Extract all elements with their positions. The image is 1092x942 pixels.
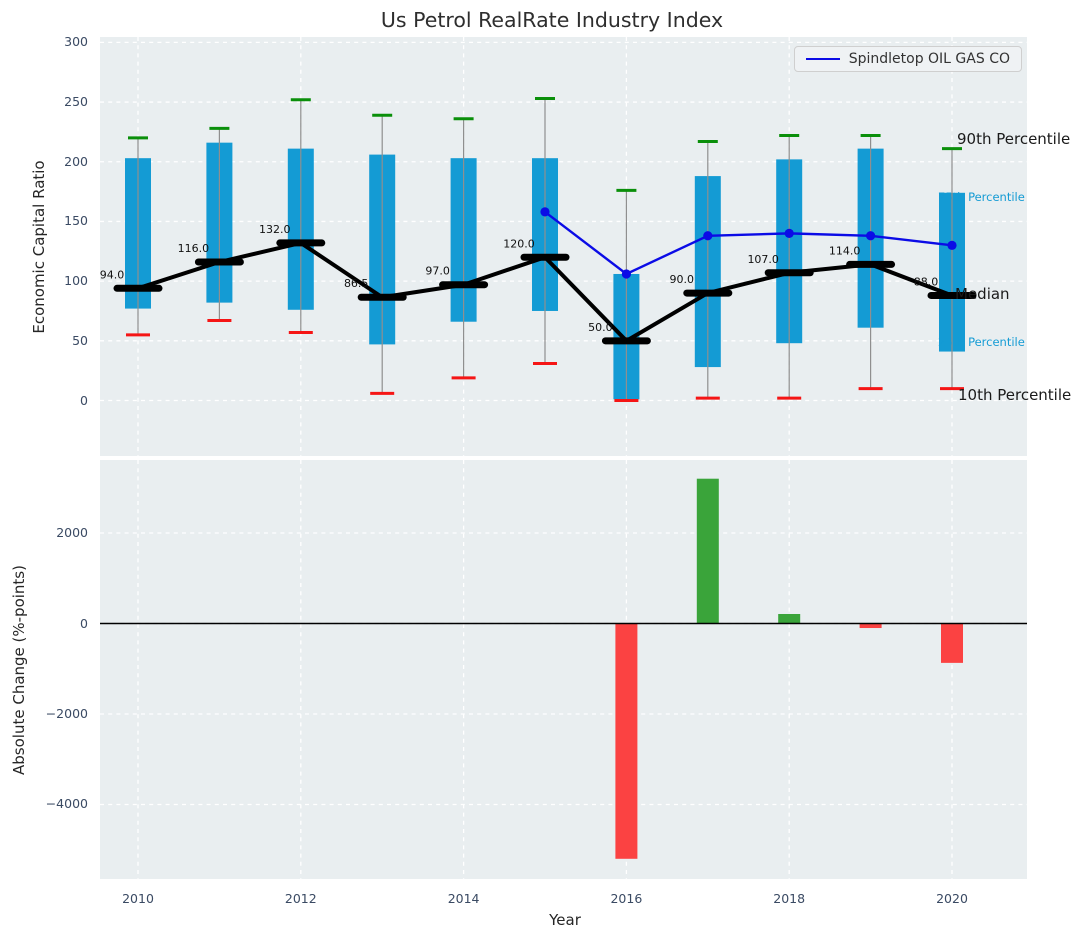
x-axis-label: Year [549,911,581,929]
top-ytick-250: 250 [64,94,88,110]
bottom-plot [100,460,1027,879]
median-value-label: 50.0 [588,321,613,334]
top-ytick-50: 50 [72,332,88,348]
bottom-ytick: 2000 [56,525,88,540]
top-ytick-150: 150 [64,213,88,229]
company-point [621,269,632,279]
top-ytick-200: 200 [64,153,88,169]
bottom-plot-background [100,460,1027,879]
xtick-2018: 2018 [773,891,806,906]
bottom-ytick: −4000 [45,796,88,812]
median-value-label: 107.0 [747,253,779,266]
change-bar-2020 [941,623,963,663]
company-point [866,231,876,241]
company-point [784,228,794,238]
xtick-2016: 2016 [610,891,643,906]
change-bar-2016 [615,623,638,859]
annotation-75th-percentile: 75th Percentile [938,189,1025,204]
change-bar-2019 [859,623,882,629]
annotation-median: Median [955,284,1010,303]
top-plot: 94.0 116.0 132.0 86.5 97.0 120.0 50.0 90.0 107.0… [100,37,1027,456]
company-point [703,231,713,241]
change-bar-2017 [696,478,719,624]
legend-line-sample [805,58,840,60]
bottom-ytick: −2000 [45,705,88,721]
median-value-label: 116.0 [178,242,210,255]
top-y-axis-label: Economic Capital Ratio [30,160,48,334]
chart-title: Us Petrol RealRate Industry Index [380,8,724,32]
legend-label: Spindletop OIL GAS CO [848,51,1010,67]
annotation-25th-percentile: 25th Percentile [938,335,1025,350]
top-plot-background [100,37,1027,456]
company-point [947,240,957,250]
legend: Spindletop OIL GAS CO [793,46,1022,72]
median-value-label: 86.5 [344,277,369,290]
top-ytick-300: 300 [64,34,88,50]
median-value-label: 88.0 [914,275,939,288]
median-value-label: 94.0 [100,268,124,281]
company-point [540,207,550,217]
xtick-2020: 2020 [936,891,968,906]
xtick-2014: 2014 [447,891,480,906]
annotation-90th-percentile: 90th Percentile [957,129,1071,148]
median-value-label: 97.0 [425,265,450,278]
xtick-2010: 2010 [122,891,154,906]
top-ytick-100: 100 [64,273,88,289]
change-bar-2018 [778,613,801,624]
annotation-10th-percentile: 10th Percentile [958,385,1072,404]
top-ytick-0: 0 [80,392,88,408]
median-value-label: 114.0 [829,244,861,257]
xtick-2012: 2012 [284,891,317,906]
bottom-y-axis-label: Absolute Change (%-points) [10,565,28,775]
bottom-ytick: 0 [80,615,88,631]
median-value-label: 120.0 [503,237,535,250]
median-value-label: 90.0 [670,273,695,286]
company-line [544,210,953,276]
median-value-label: 132.0 [259,223,291,236]
